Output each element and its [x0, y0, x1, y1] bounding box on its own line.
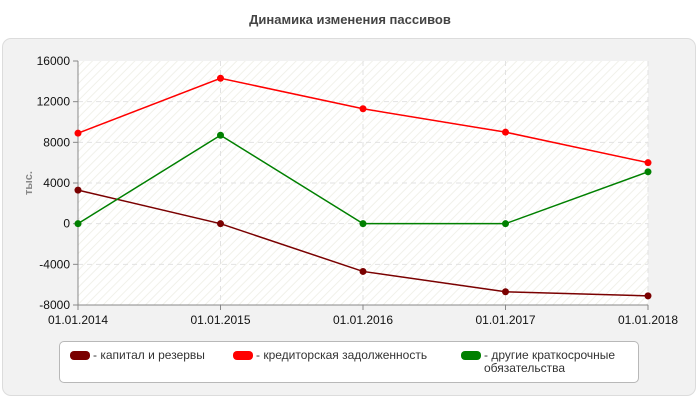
data-point-payables: [644, 159, 652, 167]
x-tick-label: 01.01.2016: [333, 313, 393, 327]
x-tick-label: 01.01.2015: [190, 313, 250, 327]
data-point-capital: [644, 292, 652, 300]
data-point-other-liabilities: [644, 168, 652, 176]
y-tick-label: 12000: [37, 95, 71, 109]
series-lines: [74, 74, 652, 300]
legend-item-capital: - капитал и резервы: [70, 349, 205, 362]
legend-label-payables: - кредиторская задолженность: [256, 348, 428, 362]
y-tick-label: 8000: [43, 135, 70, 149]
y-tick-label: 16000: [37, 54, 71, 68]
data-point-payables: [502, 128, 509, 136]
data-point-other-liabilities: [502, 220, 509, 228]
y-tick-label: -4000: [39, 257, 70, 271]
data-point-capital: [217, 220, 224, 228]
data-point-payables: [359, 105, 367, 113]
x-tick-label: 01.01.2014: [48, 313, 108, 327]
data-point-other-liabilities: [217, 131, 224, 139]
data-point-capital: [74, 186, 82, 194]
data-point-payables: [217, 74, 224, 82]
y-axis-label: тыс.: [23, 171, 35, 195]
y-tick-label: -8000: [39, 298, 70, 312]
legend-label-capital: - капитал и резервы: [93, 348, 205, 362]
data-point-other-liabilities: [74, 220, 82, 228]
axes: [73, 60, 649, 310]
x-tick-label: 01.01.2018: [618, 313, 678, 327]
legend: - капитал и резервы - кредиторская задол…: [59, 341, 639, 383]
legend-label-other-liabilities: - другие краткосрочные обязательства: [484, 348, 616, 375]
data-point-payables: [74, 129, 82, 137]
y-tick-label: 0: [63, 217, 70, 231]
data-point-capital: [359, 267, 367, 275]
x-tick-label: 01.01.2017: [475, 313, 535, 327]
legend-item-other-liabilities: - другие краткосрочные обязательства: [461, 349, 644, 375]
legend-swatch-capital: [70, 351, 90, 360]
legend-swatch-payables: [233, 351, 253, 360]
chart-title: Динамика изменения пассивов: [249, 12, 451, 27]
legend-swatch-other-liabilities: [461, 351, 481, 360]
legend-item-payables: - кредиторская задолженность: [233, 349, 427, 362]
y-tick-label: 4000: [43, 176, 70, 190]
data-point-capital: [502, 288, 509, 296]
data-point-other-liabilities: [359, 220, 367, 228]
